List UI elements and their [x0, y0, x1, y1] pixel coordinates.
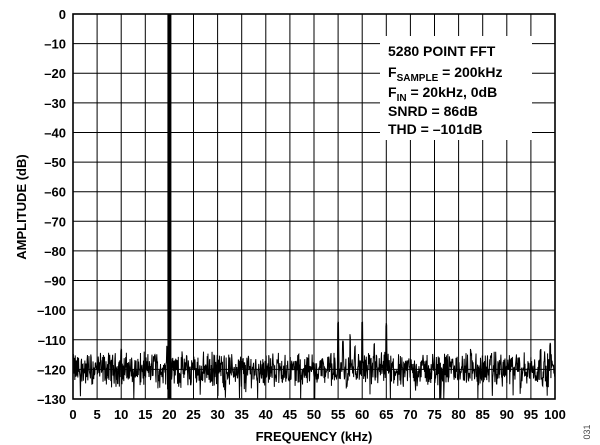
y-tick-label: –40 — [44, 125, 66, 140]
fft-trace — [72, 320, 556, 400]
info-box-background — [380, 36, 532, 140]
y-tick-label: –80 — [44, 244, 66, 259]
x-tick-label: 5 — [93, 407, 100, 422]
x-tick-label: 95 — [524, 407, 538, 422]
fundamental-bar — [167, 14, 172, 399]
y-axis-title: AMPLITUDE (dB) — [14, 154, 29, 259]
x-axis-title: FREQUENCY (kHz) — [256, 429, 373, 444]
info-snrd: SNRD = 86dB — [388, 103, 478, 119]
x-tick-label: 10 — [114, 407, 128, 422]
y-tick-label: –90 — [44, 274, 66, 289]
y-tick-label: 0 — [59, 7, 66, 22]
y-tick-label: –120 — [37, 362, 66, 377]
x-tick-label: 75 — [427, 407, 441, 422]
fundamental-peak — [167, 14, 172, 399]
x-tick-label: 55 — [331, 407, 345, 422]
x-tick-label: 70 — [403, 407, 417, 422]
y-tick-label: –110 — [38, 333, 66, 348]
x-tick-label: 15 — [138, 407, 152, 422]
x-tick-label: 25 — [186, 407, 200, 422]
x-tick-label: 85 — [475, 407, 489, 422]
y-tick-label: –20 — [44, 66, 66, 81]
x-tick-label: 35 — [234, 407, 248, 422]
noise-floor-trace — [72, 320, 556, 400]
x-tick-label: 80 — [451, 407, 465, 422]
y-tick-label: –100 — [37, 303, 66, 318]
y-tick-label: –10 — [44, 37, 66, 52]
figure-id: 031 — [582, 424, 592, 439]
y-tick-label: –60 — [44, 185, 66, 200]
x-tick-label: 45 — [283, 407, 297, 422]
info-thd: THD = –101dB — [388, 121, 483, 137]
info-fsample: FSAMPLE = 200kHz — [388, 64, 502, 84]
info-fin: FIN = 20kHz, 0dB — [388, 84, 497, 104]
info-fft-points: 5280 POINT FFT — [388, 43, 496, 59]
x-tick-label: 65 — [379, 407, 393, 422]
y-tick-label: –50 — [44, 155, 66, 170]
x-tick-label: 0 — [69, 407, 76, 422]
x-tick-label: 40 — [259, 407, 273, 422]
x-tick-label: 50 — [307, 407, 321, 422]
x-tick-label: 20 — [162, 407, 176, 422]
x-tick-labels: 0 5 10 15 20 25 30 35 40 45 50 55 60 65 70 75 80 85 90 95 10… — [69, 407, 565, 422]
x-tick-label: 90 — [500, 407, 514, 422]
y-tick-label: –30 — [44, 96, 66, 111]
x-tick-label: 30 — [210, 407, 224, 422]
y-tick-label: –130 — [37, 392, 66, 407]
y-tick-labels: 0 –10 –20 –30 –40 –50 –60 –70 –80 –90 –100 –110 –120… — [37, 7, 66, 407]
plot-frame — [72, 13, 556, 400]
y-tick-label: –70 — [44, 214, 66, 229]
x-tick-label: 100 — [544, 407, 566, 422]
x-tick-label: 60 — [355, 407, 369, 422]
